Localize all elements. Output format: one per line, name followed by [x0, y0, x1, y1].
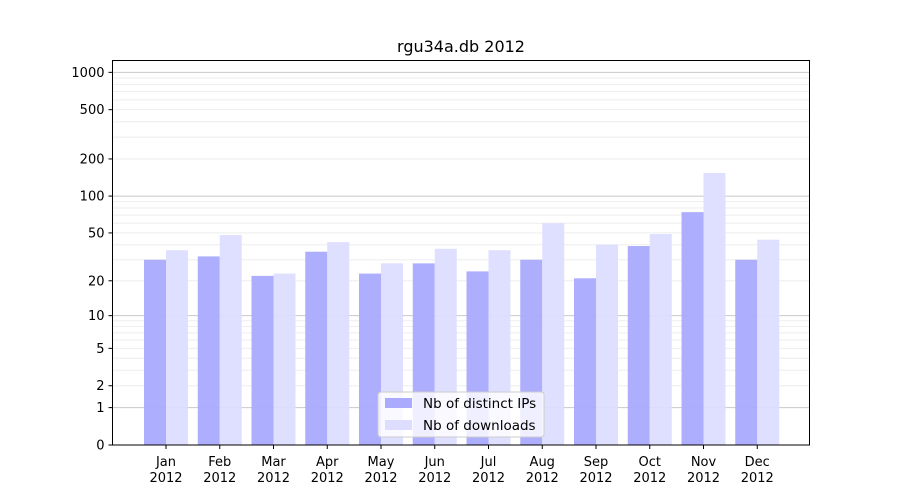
x-tick-label-year: 2012: [364, 471, 397, 486]
y-tick-label: 2: [96, 379, 104, 394]
y-tick-label: 1: [96, 401, 104, 416]
bar-downloads: [219, 235, 242, 445]
y-tick-label: 100: [80, 190, 105, 205]
bar-distinct-ips: [144, 259, 166, 445]
y-tick-label: 20: [88, 274, 105, 289]
bar-distinct-ips: [359, 273, 381, 445]
y-tick-label: 10: [88, 309, 105, 324]
x-tick-label: Jun: [424, 455, 445, 470]
bar-downloads: [166, 250, 188, 445]
x-tick-label: Aug: [530, 455, 555, 470]
bar-distinct-ips: [681, 212, 704, 445]
x-tick-label-year: 2012: [418, 471, 451, 486]
bar-downloads: [649, 233, 672, 445]
x-tick-label: Apr: [316, 455, 339, 470]
y-tick-label: 5: [96, 342, 104, 357]
x-tick-label-year: 2012: [526, 471, 559, 486]
bar-downloads: [596, 244, 618, 445]
bar-downloads: [542, 223, 565, 445]
x-tick-label-year: 2012: [257, 471, 290, 486]
legend: Nb of distinct IPs Nb of downloads: [377, 391, 545, 438]
bar-distinct-ips: [197, 256, 220, 445]
plot-frame: [112, 60, 810, 446]
legend-label-ips: Nb of distinct IPs: [423, 396, 536, 412]
bar-downloads: [757, 239, 780, 445]
x-tick-label-year: 2012: [149, 471, 182, 486]
x-tick-label-year: 2012: [311, 471, 344, 486]
x-tick-label: Jan: [155, 455, 176, 470]
bar-distinct-ips: [627, 246, 650, 445]
x-tick-label: Nov: [691, 455, 717, 470]
y-tick-label: 200: [80, 152, 105, 167]
y-tick-label: 50: [88, 226, 105, 241]
x-tick-label: Dec: [745, 455, 770, 470]
bar-downloads: [273, 273, 296, 445]
x-tick-label-year: 2012: [579, 471, 612, 486]
x-tick-label: May: [368, 455, 395, 470]
x-tick-label-year: 2012: [741, 471, 774, 486]
x-tick-label: Sep: [584, 455, 609, 470]
y-tick-label: 1000: [71, 66, 104, 81]
y-tick-label: 0: [96, 439, 104, 454]
bar-downloads: [327, 242, 350, 445]
bar-downloads: [703, 172, 726, 445]
bar-distinct-ips: [735, 259, 758, 445]
x-tick-label: Jul: [480, 455, 497, 470]
x-tick-label-year: 2012: [203, 471, 236, 486]
x-tick-label: Mar: [261, 455, 286, 470]
chart-title: rgu34a.db 2012: [397, 37, 525, 56]
legend-swatch-downloads: [385, 420, 412, 430]
y-tick-label: 500: [80, 103, 105, 118]
x-tick-label-year: 2012: [687, 471, 720, 486]
x-tick-label-year: 2012: [633, 471, 666, 486]
x-tick-label: Oct: [639, 455, 661, 470]
bar-distinct-ips: [574, 278, 596, 445]
x-tick-label: Feb: [208, 455, 231, 470]
legend-swatch-ips: [385, 398, 412, 408]
x-tick-label-year: 2012: [472, 471, 505, 486]
bar-distinct-ips: [305, 251, 328, 445]
bar-distinct-ips: [251, 275, 274, 445]
legend-label-downloads: Nb of downloads: [423, 418, 536, 434]
